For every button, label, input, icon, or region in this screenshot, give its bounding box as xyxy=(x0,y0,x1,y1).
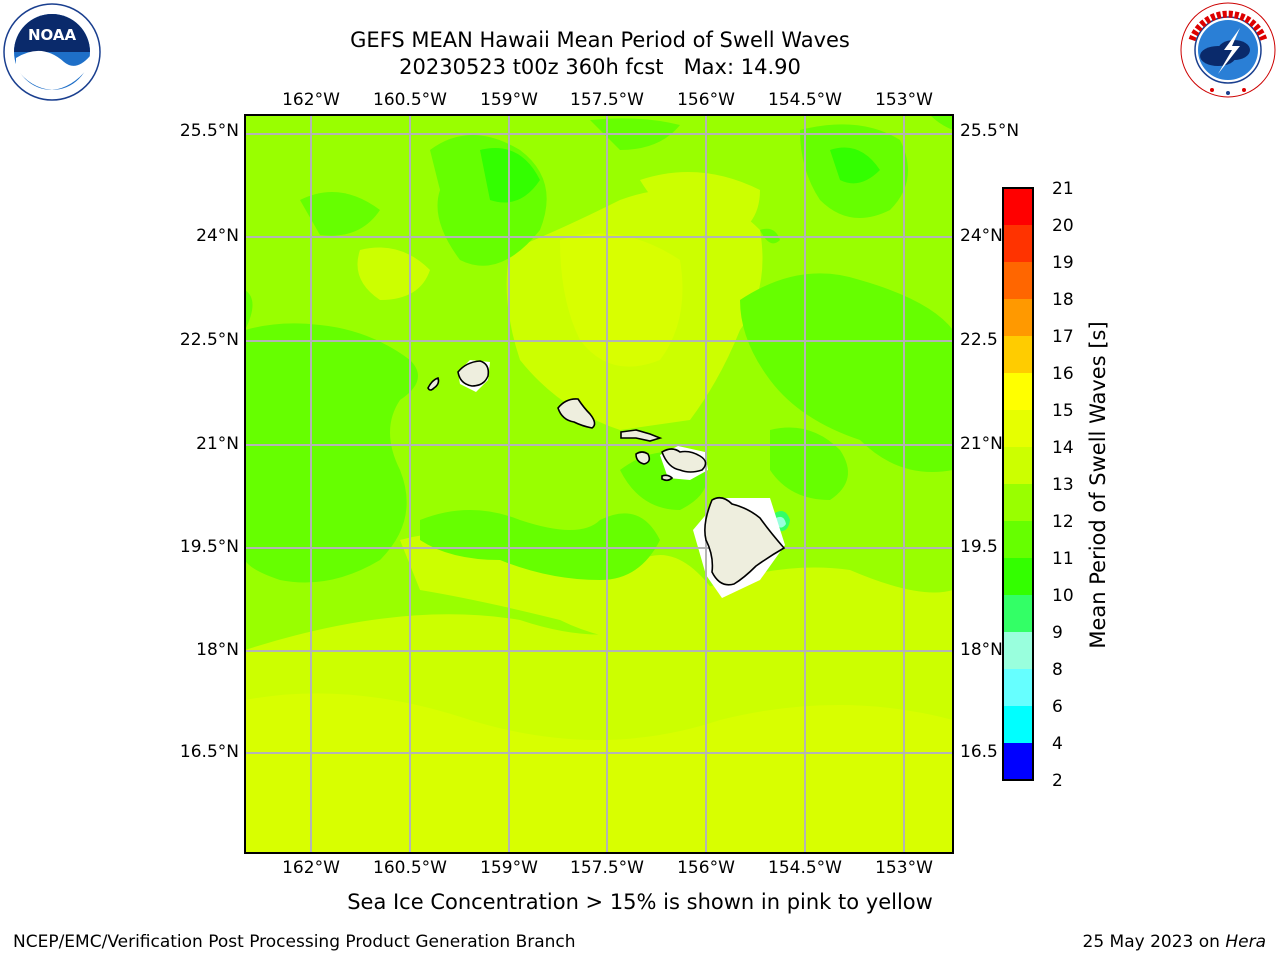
colorbar-segment xyxy=(1003,373,1033,411)
colorbar-tick: 16 xyxy=(1052,364,1074,384)
lon-label-bottom: 154.5°W xyxy=(768,858,842,878)
colorbar-segment xyxy=(1003,299,1033,337)
colorbar-tick: 21 xyxy=(1052,179,1074,199)
noaa-logo: NOAA xyxy=(2,2,102,106)
colorbar-tick: 2 xyxy=(1052,771,1063,791)
colorbar xyxy=(1003,188,1033,781)
colorbar-frame xyxy=(1002,187,1034,781)
lat-label-right: 21°N xyxy=(960,434,1003,454)
colorbar-segment xyxy=(1003,410,1033,448)
colorbar-tick: 20 xyxy=(1052,216,1074,236)
colorbar-tick: 13 xyxy=(1052,475,1074,495)
colorbar-segment xyxy=(1003,743,1033,780)
nws-logo xyxy=(1178,0,1278,104)
lon-label-bottom: 160.5°W xyxy=(373,858,447,878)
colorbar-segment xyxy=(1003,188,1033,226)
map-title: GEFS MEAN Hawaii Mean Period of Swell Wa… xyxy=(350,28,850,52)
colorbar-segment xyxy=(1003,484,1033,522)
island-molokai xyxy=(620,429,663,442)
lat-label-right: 25.5°N xyxy=(960,121,1020,141)
lon-label-bottom: 162°W xyxy=(282,858,340,878)
colorbar-tick: 15 xyxy=(1052,401,1074,421)
colorbar-segment xyxy=(1003,521,1033,559)
island-oahu xyxy=(557,398,596,429)
colorbar-tick: 9 xyxy=(1052,623,1063,643)
colorbar-tick: 4 xyxy=(1052,734,1063,754)
lat-label-right: 19.5 xyxy=(960,537,998,557)
colorbar-segment xyxy=(1003,336,1033,374)
credit-line: NCEP/EMC/Verification Post Processing Pr… xyxy=(13,932,576,952)
svg-text:NOAA: NOAA xyxy=(28,26,77,44)
lat-label-right: 22.5 xyxy=(960,330,998,350)
lon-label-bottom: 157.5°W xyxy=(570,858,644,878)
lon-label-bottom: 159°W xyxy=(480,858,538,878)
colorbar-tick: 12 xyxy=(1052,512,1074,532)
swell-period-field xyxy=(245,115,953,853)
island-hawaii xyxy=(704,496,786,586)
colorbar-segment xyxy=(1003,225,1033,263)
colorbar-segment xyxy=(1003,558,1033,596)
colorbar-tick: 11 xyxy=(1052,549,1074,569)
footnote: Sea Ice Concentration > 15% is shown in … xyxy=(347,890,933,914)
colorbar-tick: 8 xyxy=(1052,660,1063,680)
lat-label-left: 22.5°N xyxy=(179,330,239,350)
lon-label-top: 160.5°W xyxy=(373,90,447,110)
lon-label-top: 156°W xyxy=(677,90,735,110)
islands xyxy=(427,360,786,586)
lat-label-left: 21°N xyxy=(196,434,239,454)
island-niihau xyxy=(427,376,440,391)
lon-label-top: 154.5°W xyxy=(768,90,842,110)
lon-label-bottom: 153°W xyxy=(875,858,933,878)
lat-label-right: 24°N xyxy=(960,226,1003,246)
date-stamp: 25 May 2023 on Hera xyxy=(1082,932,1267,952)
colorbar-tick: 6 xyxy=(1052,697,1063,717)
lon-label-top: 162°W xyxy=(282,90,340,110)
colorbar-segment xyxy=(1003,595,1033,633)
colorbar-segment xyxy=(1003,632,1033,670)
lat-label-left: 16.5°N xyxy=(179,742,239,762)
lat-label-right: 16.5 xyxy=(960,742,998,762)
lon-label-bottom: 156°W xyxy=(677,858,735,878)
island-kauai xyxy=(457,360,490,387)
colorbar-segment xyxy=(1003,262,1033,300)
map-frame xyxy=(244,114,954,854)
colorbar-tick: 10 xyxy=(1052,586,1074,606)
lon-label-top: 159°W xyxy=(480,90,538,110)
lat-label-left: 25.5°N xyxy=(179,121,239,141)
island-kahoolawe xyxy=(661,474,674,482)
lon-label-top: 153°W xyxy=(875,90,933,110)
colorbar-label: Mean Period of Swell Waves [s] xyxy=(1086,321,1110,649)
colorbar-tick: 14 xyxy=(1052,438,1074,458)
colorbar-tick: 18 xyxy=(1052,290,1074,310)
colorbar-segment xyxy=(1003,447,1033,485)
island-maui xyxy=(661,448,707,473)
lat-label-right: 18°N xyxy=(960,640,1003,660)
lat-label-left: 24°N xyxy=(196,226,239,246)
colorbar-tick: 17 xyxy=(1052,327,1074,347)
graticule xyxy=(245,115,953,853)
colorbar-tick: 19 xyxy=(1052,253,1074,273)
map-subtitle: 20230523 t00z 360h fcst Max: 14.90 xyxy=(399,55,801,79)
lat-label-left: 18°N xyxy=(196,640,239,660)
lon-label-top: 157.5°W xyxy=(570,90,644,110)
colorbar-segment xyxy=(1003,669,1033,707)
colorbar-segment xyxy=(1003,706,1033,744)
lat-label-left: 19.5°N xyxy=(179,537,239,557)
island-lanai xyxy=(635,451,651,465)
